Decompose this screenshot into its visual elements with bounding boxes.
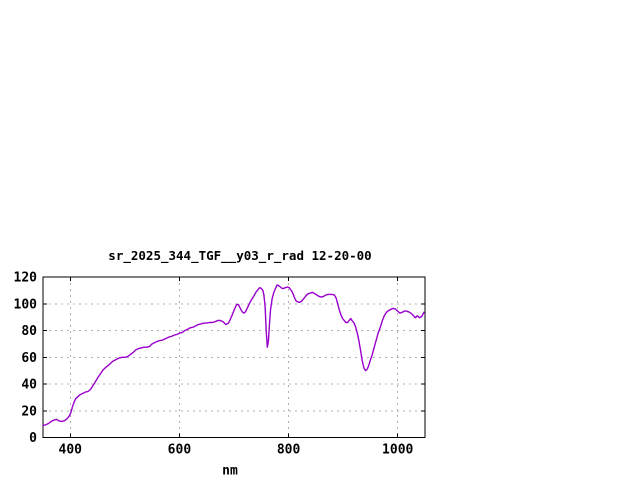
y-tick-label: 40 bbox=[21, 378, 37, 393]
y-tick-label: 120 bbox=[14, 271, 38, 286]
x-axis-label: nm bbox=[222, 464, 238, 479]
y-tick-label: 60 bbox=[21, 351, 37, 366]
y-tick-label: 80 bbox=[21, 324, 37, 339]
chart-title: sr_2025_344_TGF__y03_r_rad 12-20-00 bbox=[108, 248, 372, 263]
x-tick-label: 600 bbox=[168, 443, 192, 458]
y-tick-label: 20 bbox=[21, 404, 37, 419]
spectrum-line bbox=[42, 284, 425, 427]
x-tick-label: 400 bbox=[59, 443, 83, 458]
x-tick-label: 800 bbox=[277, 443, 301, 458]
y-tick-label: 100 bbox=[14, 297, 38, 312]
x-tick-label: 1000 bbox=[382, 443, 413, 458]
y-tick-label: 0 bbox=[29, 431, 37, 446]
